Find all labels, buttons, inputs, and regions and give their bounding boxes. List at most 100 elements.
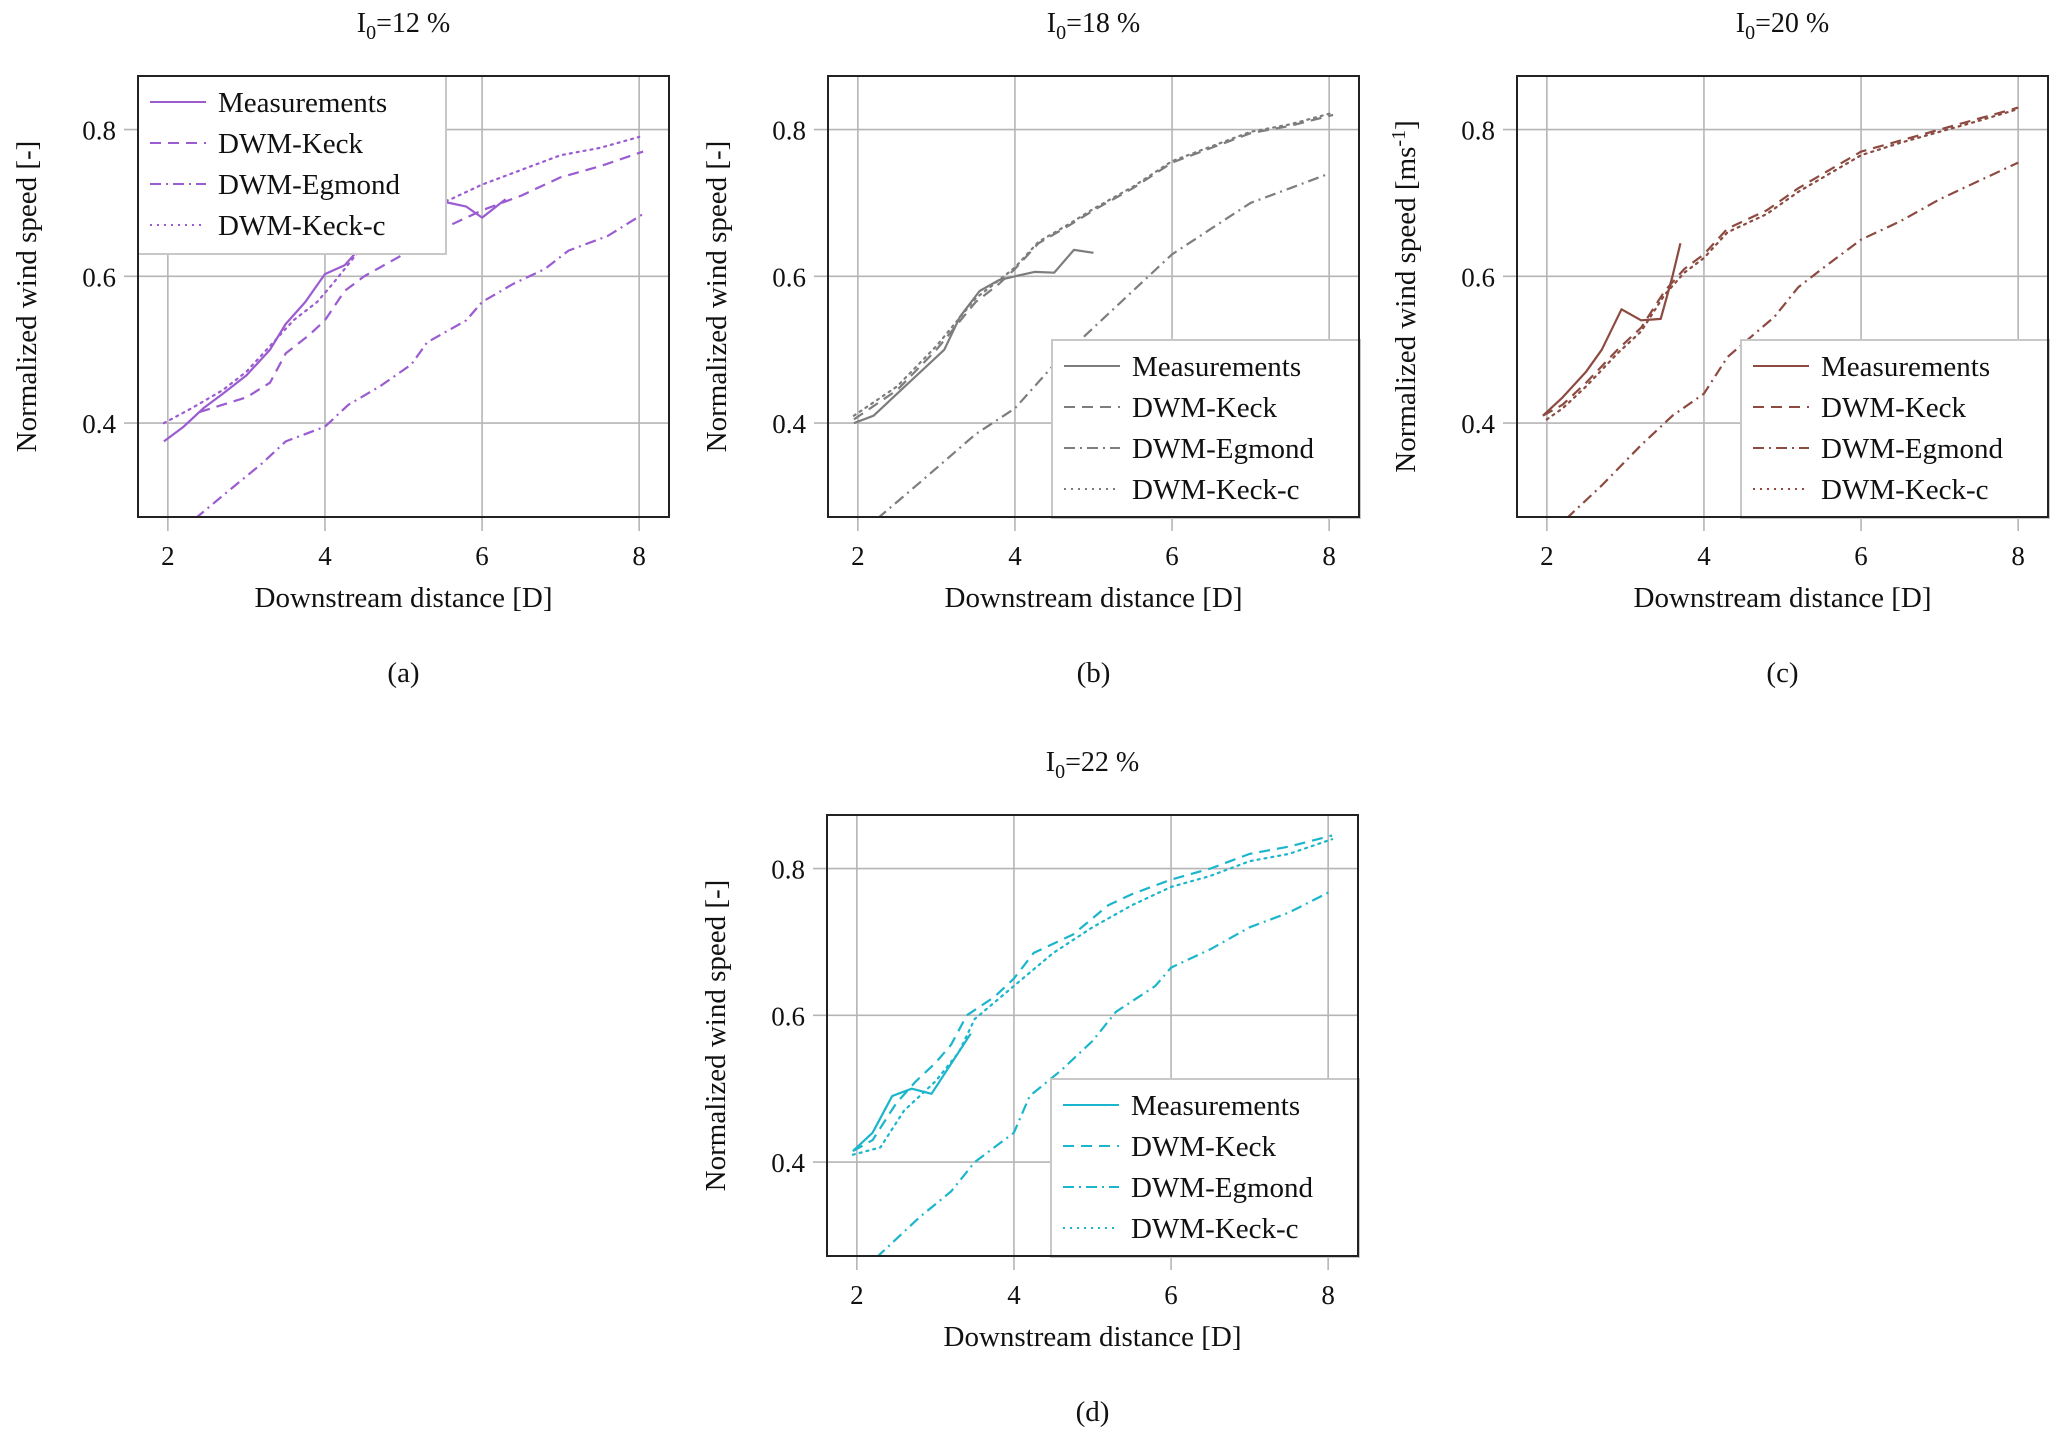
x-tick-label: 4 xyxy=(1007,1280,1021,1310)
chart-title: I0=22 % xyxy=(1046,747,1139,783)
chart-panel-a: I0=12 % 2 4 6 8 0.4 0.6 0.8 Downstream distance … xyxy=(11,8,670,689)
panel-label: (a) xyxy=(387,657,419,689)
legend-label: DWM-Keck xyxy=(1821,392,1966,424)
chart-title: I0=18 % xyxy=(1047,8,1140,44)
title-subscript: 0 xyxy=(1056,22,1066,44)
chart-panel-d: I0=22 % 2 4 6 8 0.4 0.6 0.8 Downstream distance … xyxy=(700,747,1360,1428)
series-line-dwm-keck-c xyxy=(851,838,1334,1156)
x-tick-label: 8 xyxy=(632,541,646,571)
x-tick-label: 2 xyxy=(851,541,865,571)
chart-title: I0=12 % xyxy=(357,8,450,44)
legend-label: DWM-Keck-c xyxy=(1821,474,1988,506)
x-tick-label: 8 xyxy=(2011,541,2025,571)
legend-label: Measurements xyxy=(1132,351,1301,383)
legend-label: DWM-Keck-c xyxy=(1132,474,1299,506)
y-tick-label: 0.8 xyxy=(771,855,805,885)
x-tick-label: 4 xyxy=(318,541,332,571)
plot-frame xyxy=(1516,75,2049,518)
chart-panel-c: I0=20 % 2 4 6 8 0.4 0.6 0.8 Downstream distance … xyxy=(1388,8,2050,689)
title-rest: =22 % xyxy=(1065,747,1139,778)
title-main: I xyxy=(1736,8,1745,39)
y-tick-label: 0.6 xyxy=(82,262,116,292)
x-tick-label: 6 xyxy=(1165,541,1179,571)
series-line-dwm-egmond xyxy=(876,889,1333,1256)
legend-label: DWM-Egmond xyxy=(1821,433,2004,465)
title-main: I xyxy=(1046,747,1055,778)
series-line-measurements xyxy=(163,198,507,443)
y-axis-label: Normalized wind speed [-] xyxy=(701,141,733,453)
title-main: I xyxy=(357,8,366,39)
panel-label: (c) xyxy=(1766,657,1798,689)
title-rest: =20 % xyxy=(1755,8,1829,39)
y-tick-label: 0.6 xyxy=(771,1001,805,1031)
legend: Measurements DWM-Keck DWM-Egmond DWM-Keck-c xyxy=(137,75,447,255)
x-tick-label: 6 xyxy=(1164,1280,1178,1310)
legend-label: Measurements xyxy=(1821,351,1990,383)
series-line-dwm-egmond xyxy=(877,172,1330,517)
x-tick-label: 2 xyxy=(850,1280,864,1310)
x-tick-label: 2 xyxy=(1540,541,1554,571)
y-axis-label-main: Normalized wind speed [ms xyxy=(1390,147,1422,473)
chart-panel-b: I0=18 % 2 4 6 8 0.4 0.6 0.8 Downstream distance … xyxy=(701,8,1361,689)
legend-label: DWM-Egmond xyxy=(1131,1172,1314,1204)
legend-box xyxy=(1050,1078,1360,1258)
plot-frame xyxy=(137,75,670,518)
legend-label: Measurements xyxy=(1131,1090,1300,1122)
legend-label: DWM-Keck xyxy=(218,128,363,160)
legend-label: DWM-Keck-c xyxy=(218,210,385,242)
y-axis-label: Normalized wind speed [ms-1] xyxy=(1388,120,1422,473)
x-tick-label: 6 xyxy=(475,541,489,571)
y-axis-label: Normalized wind speed [-] xyxy=(700,880,732,1192)
series-line-dwm-keck xyxy=(852,834,1333,1153)
series-line-dwm-egmond xyxy=(1566,161,2019,517)
x-tick-label: 6 xyxy=(1854,541,1868,571)
series-line-dwm-keck xyxy=(198,150,644,414)
legend-label: DWM-Egmond xyxy=(1132,433,1315,465)
x-axis-label: Downstream distance [D] xyxy=(945,582,1243,614)
legend: Measurements DWM-Keck DWM-Egmond DWM-Keck-c xyxy=(1050,1078,1360,1258)
y-tick-label: 0.8 xyxy=(772,116,806,146)
series-line-dwm-keck xyxy=(853,113,1334,421)
chart-title: I0=20 % xyxy=(1736,8,1829,44)
title-subscript: 0 xyxy=(1055,761,1065,783)
y-tick-label: 0.4 xyxy=(1461,409,1495,439)
y-tick-label: 0.8 xyxy=(1461,116,1495,146)
series-line-dwm-keck xyxy=(1542,106,2019,417)
title-main: I xyxy=(1047,8,1056,39)
series-line-measurements xyxy=(853,248,1094,425)
title-subscript: 0 xyxy=(1745,22,1755,44)
legend-box xyxy=(1051,339,1361,519)
y-tick-label: 0.4 xyxy=(82,409,116,439)
x-axis-label: Downstream distance [D] xyxy=(255,582,553,614)
series-line-measurements xyxy=(1542,243,1682,417)
title-subscript: 0 xyxy=(366,22,376,44)
legend-label: DWM-Keck xyxy=(1132,392,1277,424)
plot-frame xyxy=(826,814,1359,1257)
y-tick-label: 0.6 xyxy=(1461,262,1495,292)
series-group xyxy=(852,111,1335,517)
y-axis-label: Normalized wind speed [-] xyxy=(11,141,43,453)
y-axis-label-superscript: -1 xyxy=(1388,130,1410,147)
legend: Measurements DWM-Keck DWM-Egmond DWM-Keck-c xyxy=(1740,339,2050,519)
y-tick-label: 0.8 xyxy=(82,116,116,146)
y-tick-label: 0.4 xyxy=(771,1148,805,1178)
x-tick-label: 2 xyxy=(161,541,175,571)
series-group xyxy=(1542,106,2020,517)
legend-label: DWM-Egmond xyxy=(218,169,401,201)
x-axis-label: Downstream distance [D] xyxy=(944,1321,1242,1353)
legend-label: Measurements xyxy=(218,87,387,119)
x-tick-label: 4 xyxy=(1697,541,1711,571)
series-line-dwm-keck-c xyxy=(1545,107,2020,421)
x-axis-label: Downstream distance [D] xyxy=(1634,582,1932,614)
legend: Measurements DWM-Keck DWM-Egmond DWM-Keck-c xyxy=(1051,339,1361,519)
panel-label: (b) xyxy=(1077,657,1111,689)
x-tick-label: 8 xyxy=(1321,1280,1335,1310)
y-tick-label: 0.4 xyxy=(772,409,806,439)
title-rest: =12 % xyxy=(376,8,450,39)
series-line-measurements xyxy=(852,1033,972,1152)
panel-label: (d) xyxy=(1076,1396,1110,1428)
series-group xyxy=(851,834,1334,1256)
x-tick-label: 4 xyxy=(1008,541,1022,571)
y-axis-label-end: ] xyxy=(1390,120,1422,130)
